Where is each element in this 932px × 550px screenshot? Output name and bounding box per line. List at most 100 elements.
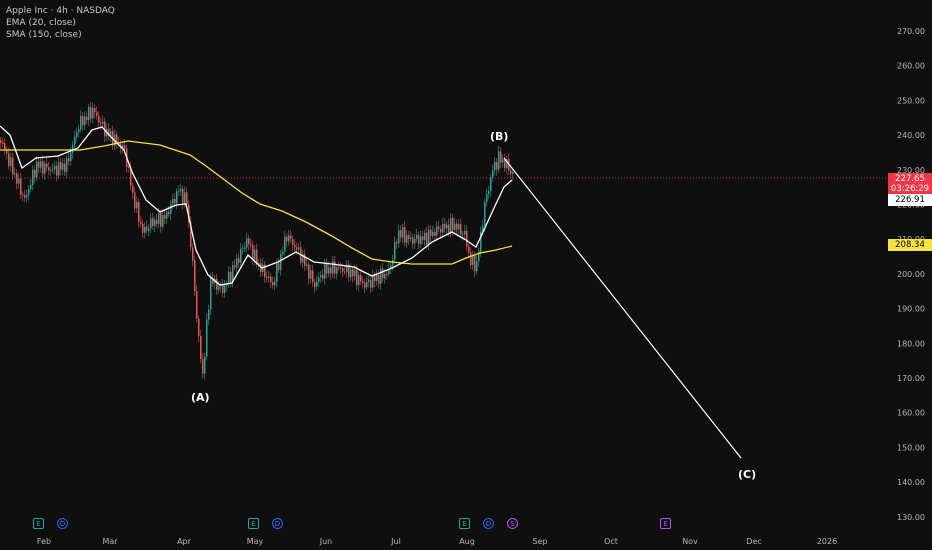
candle-body [348, 264, 350, 278]
time-tick-label: Oct [604, 537, 618, 546]
dividend-icon[interactable]: D [57, 518, 68, 529]
price-axis[interactable]: 270.00260.00250.00240.00230.00220.00210.… [897, 27, 925, 522]
earnings-icon[interactable]: E [248, 518, 259, 529]
candle-body [174, 198, 176, 204]
candle-body [178, 191, 180, 193]
candle-body [210, 278, 212, 310]
candle-body [320, 275, 322, 278]
earnings-icon[interactable]: E [660, 518, 671, 529]
candle-body [182, 188, 184, 204]
split-icon[interactable]: S [507, 518, 518, 529]
candle-body [304, 254, 306, 266]
candle-body [280, 253, 282, 270]
candle-body [336, 267, 338, 274]
candle-body [168, 211, 170, 215]
time-tick-label: Jun [319, 537, 333, 546]
candle-body [466, 230, 468, 247]
ema-line [0, 125, 513, 286]
candle-body [390, 265, 392, 269]
dividend-icon[interactable]: D [272, 518, 283, 529]
price-tick-label: 230.00 [897, 166, 925, 175]
candle-body [32, 169, 34, 185]
candle-body [444, 223, 446, 229]
candle-body [282, 251, 284, 254]
candle-body [512, 172, 514, 174]
candle-body [70, 152, 72, 162]
candle-body [108, 128, 110, 136]
last-price-tag: 227.65 03:26:29 [888, 173, 932, 195]
candle-body [124, 145, 126, 149]
candle-body [100, 122, 102, 124]
price-tick-label: 250.00 [897, 96, 925, 105]
price-tick-label: 170.00 [897, 374, 925, 383]
candle-body [212, 278, 214, 284]
candle-body [370, 279, 372, 288]
candle-body [46, 163, 48, 168]
candle-body [250, 244, 252, 246]
candle-body [424, 232, 426, 240]
last-price-value: 227.65 [895, 174, 925, 184]
candle-body [456, 223, 458, 230]
time-axis[interactable]: Feb Mar Apr May Jun Jul Aug Sep Oct Nov Dec 2026 [37, 537, 837, 546]
candle-body [80, 116, 82, 130]
price-tick-label: 200.00 [897, 270, 925, 279]
candle-body [332, 261, 334, 274]
candle-body [374, 275, 376, 282]
time-tick-label: Sep [532, 537, 547, 546]
candle-body [160, 212, 162, 227]
candle-body [132, 186, 134, 193]
candle-body [264, 264, 266, 277]
projection-line[interactable] [503, 157, 742, 459]
candle-body [442, 223, 444, 233]
candle-body [62, 163, 64, 170]
candle-body [268, 276, 270, 278]
candle-body [194, 260, 196, 292]
candle-body [162, 215, 164, 227]
candle-body [4, 143, 6, 150]
candle-body [164, 215, 166, 219]
candle-body [72, 144, 74, 153]
candle-body [158, 212, 160, 224]
ema-legend[interactable]: EMA (20, close) [6, 18, 76, 28]
candle-body [28, 189, 30, 195]
time-tick-label: Mar [102, 537, 118, 546]
candle-body [492, 170, 494, 178]
candle-body [296, 247, 298, 250]
candle-body [410, 237, 412, 240]
candle-body [406, 234, 408, 243]
candle-body [398, 230, 400, 244]
candle-body [342, 267, 344, 272]
candle-body [322, 275, 324, 279]
candle-body [40, 161, 42, 168]
candle-body [8, 153, 10, 167]
candle-body [330, 267, 332, 274]
candle-body [378, 274, 380, 284]
chart-legend: Apple Inc · 4h · NASDAQ EMA (20, close) … [6, 5, 115, 41]
candle-body [376, 274, 378, 282]
price-tick-label: 140.00 [897, 478, 925, 487]
earnings-icon[interactable]: E [459, 518, 470, 529]
ema-price-tag: 226.91 [888, 194, 932, 206]
candle-body [66, 158, 68, 172]
sma-legend[interactable]: SMA (150, close) [6, 30, 82, 40]
candle-body [324, 263, 326, 279]
candle-body [18, 178, 20, 184]
earnings-icon[interactable]: E [33, 518, 44, 529]
time-tick-label: Dec [746, 537, 761, 546]
candle-body [14, 173, 16, 175]
candle-body [138, 202, 140, 222]
symbol-title[interactable]: Apple Inc · 4h · NASDAQ [6, 6, 115, 16]
wave-label-b: (B) [490, 130, 508, 143]
sma-line [0, 140, 513, 265]
time-tick-label: Feb [37, 537, 51, 546]
candle-body [428, 229, 430, 245]
candle-body [222, 284, 224, 293]
candle-body [306, 264, 308, 266]
dividend-icon[interactable]: D [483, 518, 494, 529]
candle-body [0, 140, 2, 143]
candle-body [76, 132, 78, 137]
candle-body [474, 255, 476, 272]
candle-body [350, 269, 352, 278]
candle-body [200, 335, 202, 359]
